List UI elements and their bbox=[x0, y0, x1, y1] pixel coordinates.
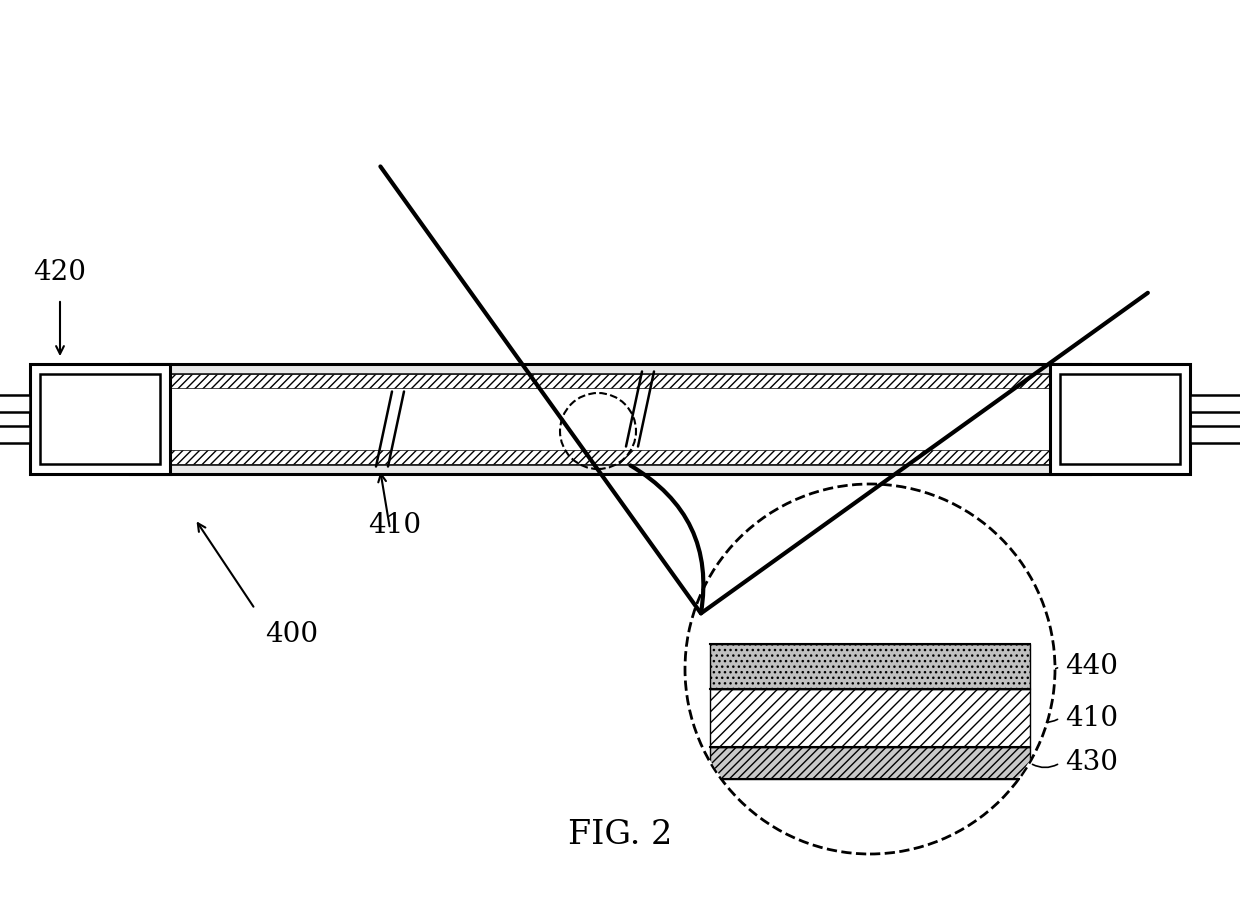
Bar bbox=[140, 450, 1080, 464]
Bar bbox=[140, 374, 1080, 464]
FancyArrowPatch shape bbox=[381, 166, 1148, 613]
Text: 410: 410 bbox=[1065, 705, 1118, 732]
Text: 440: 440 bbox=[1065, 653, 1118, 680]
Text: 400: 400 bbox=[265, 621, 319, 648]
Text: 420: 420 bbox=[33, 259, 87, 286]
Bar bbox=[1190, 395, 1240, 412]
Bar bbox=[1060, 374, 1180, 464]
Bar bbox=[140, 374, 1080, 388]
Text: 410: 410 bbox=[368, 512, 422, 539]
Bar bbox=[0, 426, 30, 443]
Bar bbox=[30, 364, 170, 474]
Bar bbox=[711, 644, 1030, 689]
Text: 430: 430 bbox=[1065, 750, 1118, 777]
Bar bbox=[711, 747, 1030, 779]
Text: FIG. 2: FIG. 2 bbox=[568, 819, 672, 851]
Bar bbox=[711, 689, 1030, 747]
Bar bbox=[40, 374, 160, 464]
Bar bbox=[130, 364, 1090, 474]
Bar bbox=[0, 395, 30, 412]
Circle shape bbox=[684, 484, 1055, 854]
Bar bbox=[1190, 426, 1240, 443]
Bar bbox=[1050, 364, 1190, 474]
